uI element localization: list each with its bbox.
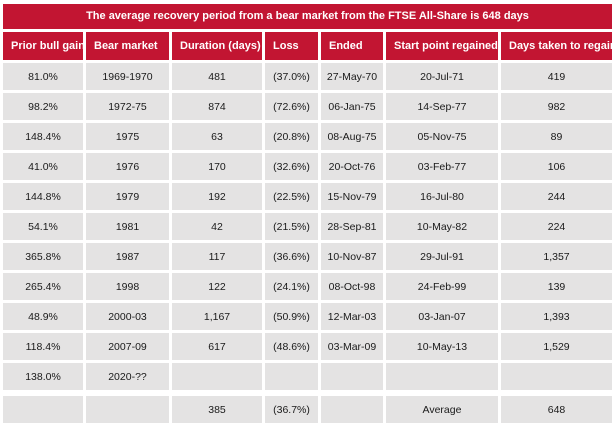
table-cell-r7-c2: 122 [172, 273, 262, 300]
average-cell-days-taken-to-regain: 648 [501, 396, 612, 423]
table-cell-r10-c2 [172, 363, 262, 390]
table-cell-r8-c2: 1,167 [172, 303, 262, 330]
average-label: Average [386, 396, 498, 423]
table-cell-r3-c3: (32.6%) [265, 153, 318, 180]
average-row: 385 (36.7%) Average 648 [3, 396, 612, 423]
table-cell-r3-c5: 03-Feb-77 [386, 153, 498, 180]
table-cell-r8-c1: 2000-03 [86, 303, 169, 330]
table-cell-r6-c0: 365.8% [3, 243, 83, 270]
table-cell-r8-c3: (50.9%) [265, 303, 318, 330]
table-cell-r10-c4 [321, 363, 383, 390]
table-cell-r0-c3: (37.0%) [265, 63, 318, 90]
table-cell-r7-c5: 24-Feb-99 [386, 273, 498, 300]
table-cell-r3-c2: 170 [172, 153, 262, 180]
table-cell-r9-c5: 10-May-13 [386, 333, 498, 360]
table-cell-r5-c4: 28-Sep-81 [321, 213, 383, 240]
table-cell-r4-c6: 244 [501, 183, 612, 210]
header-bear-market: Bear market [86, 32, 169, 60]
table-cell-r2-c3: (20.8%) [265, 123, 318, 150]
table-cell-r0-c1: 1969-1970 [86, 63, 169, 90]
table-cell-r7-c6: 139 [501, 273, 612, 300]
table-cell-r4-c1: 1979 [86, 183, 169, 210]
table-cell-r2-c4: 08-Aug-75 [321, 123, 383, 150]
table-cell-r7-c3: (24.1%) [265, 273, 318, 300]
table-cell-r0-c6: 419 [501, 63, 612, 90]
average-cell-loss: (36.7%) [265, 396, 318, 423]
header-start-point-regained: Start point regained [386, 32, 498, 60]
table-cell-r7-c4: 08-Oct-98 [321, 273, 383, 300]
average-cell-prior-bull-gain [3, 396, 83, 423]
table-cell-r1-c4: 06-Jan-75 [321, 93, 383, 120]
average-cell-duration-days: 385 [172, 396, 262, 423]
table-cell-r10-c3 [265, 363, 318, 390]
table-cell-r3-c4: 20-Oct-76 [321, 153, 383, 180]
table-title: The average recovery period from a bear … [3, 4, 612, 29]
table-cell-r2-c2: 63 [172, 123, 262, 150]
table-cell-r10-c0: 138.0% [3, 363, 83, 390]
average-cell-ended [321, 396, 383, 423]
header-loss: Loss [265, 32, 318, 60]
table-cell-r10-c1: 2020-?? [86, 363, 169, 390]
table-cell-r9-c2: 617 [172, 333, 262, 360]
table-cell-r7-c0: 265.4% [3, 273, 83, 300]
average-cell-bear-market [86, 396, 169, 423]
table-cell-r2-c0: 148.4% [3, 123, 83, 150]
header-days-taken-to-regain: Days taken to regain [501, 32, 612, 60]
table-cell-r4-c5: 16-Jul-80 [386, 183, 498, 210]
table-cell-r5-c5: 10-May-82 [386, 213, 498, 240]
table-cell-r8-c0: 48.9% [3, 303, 83, 330]
table-cell-r0-c5: 20-Jul-71 [386, 63, 498, 90]
table-cell-r0-c0: 81.0% [3, 63, 83, 90]
table-cell-r2-c5: 05-Nov-75 [386, 123, 498, 150]
table-cell-r1-c0: 98.2% [3, 93, 83, 120]
table-cell-r6-c1: 1987 [86, 243, 169, 270]
table-cell-r3-c1: 1976 [86, 153, 169, 180]
table-cell-r8-c6: 1,393 [501, 303, 612, 330]
table-cell-r5-c2: 42 [172, 213, 262, 240]
table-cell-r9-c6: 1,529 [501, 333, 612, 360]
table-cell-r4-c3: (22.5%) [265, 183, 318, 210]
table-cell-r8-c5: 03-Jan-07 [386, 303, 498, 330]
table-cell-r4-c0: 144.8% [3, 183, 83, 210]
table-cell-r0-c2: 481 [172, 63, 262, 90]
table-cell-r1-c2: 874 [172, 93, 262, 120]
table-cell-r9-c0: 118.4% [3, 333, 83, 360]
table-cell-r3-c0: 41.0% [3, 153, 83, 180]
recovery-table: Prior bull gain Bear market Duration (da… [3, 32, 612, 390]
table-cell-r9-c1: 2007-09 [86, 333, 169, 360]
table-cell-r1-c5: 14-Sep-77 [386, 93, 498, 120]
table-cell-r5-c6: 224 [501, 213, 612, 240]
table-cell-r1-c6: 982 [501, 93, 612, 120]
table-cell-r4-c2: 192 [172, 183, 262, 210]
header-duration-days: Duration (days) [172, 32, 262, 60]
table-cell-r1-c3: (72.6%) [265, 93, 318, 120]
table-cell-r3-c6: 106 [501, 153, 612, 180]
table-cell-r7-c1: 1998 [86, 273, 169, 300]
table-cell-r10-c5 [386, 363, 498, 390]
table-cell-r6-c4: 10-Nov-87 [321, 243, 383, 270]
table-cell-r10-c6 [501, 363, 612, 390]
header-ended: Ended [321, 32, 383, 60]
table-cell-r9-c4: 03-Mar-09 [321, 333, 383, 360]
header-prior-bull-gain: Prior bull gain [3, 32, 83, 60]
table-cell-r6-c6: 1,357 [501, 243, 612, 270]
table-cell-r5-c0: 54.1% [3, 213, 83, 240]
table-cell-r2-c6: 89 [501, 123, 612, 150]
table-cell-r6-c2: 117 [172, 243, 262, 270]
table-cell-r9-c3: (48.6%) [265, 333, 318, 360]
table-cell-r6-c3: (36.6%) [265, 243, 318, 270]
table-cell-r1-c1: 1972-75 [86, 93, 169, 120]
table-cell-r8-c4: 12-Mar-03 [321, 303, 383, 330]
table-cell-r4-c4: 15-Nov-79 [321, 183, 383, 210]
table-cell-r5-c3: (21.5%) [265, 213, 318, 240]
table-cell-r0-c4: 27-May-70 [321, 63, 383, 90]
table-cell-r6-c5: 29-Jul-91 [386, 243, 498, 270]
table-cell-r5-c1: 1981 [86, 213, 169, 240]
table-cell-r2-c1: 1975 [86, 123, 169, 150]
